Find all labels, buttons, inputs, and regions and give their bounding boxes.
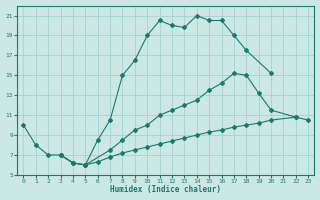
X-axis label: Humidex (Indice chaleur): Humidex (Indice chaleur) [110, 185, 221, 194]
